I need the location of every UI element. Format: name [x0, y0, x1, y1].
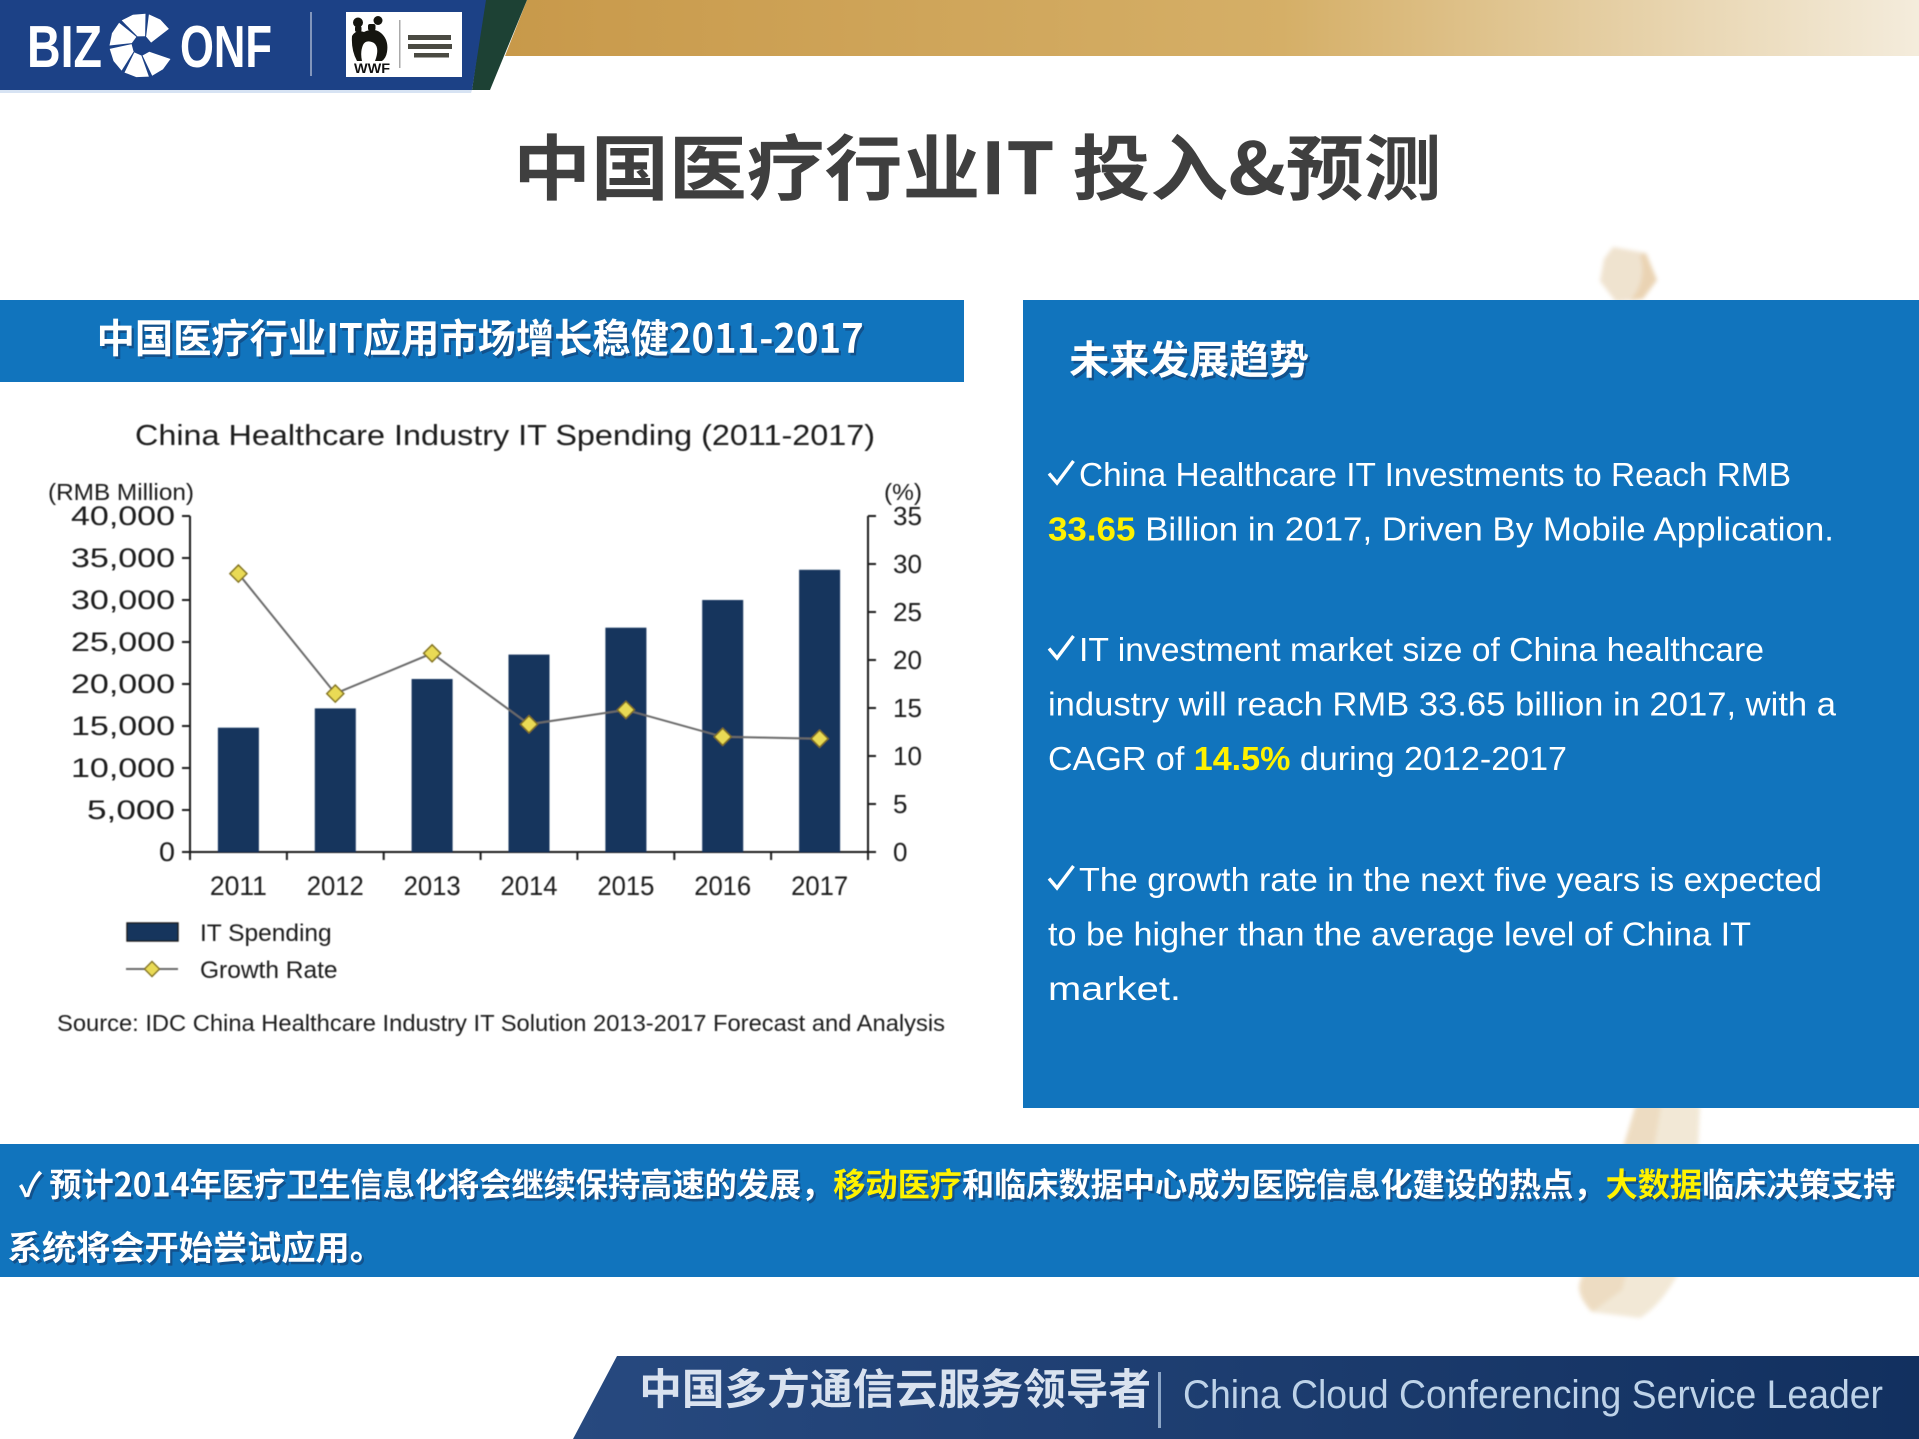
svg-text:35,000: 35,000 — [71, 543, 175, 573]
svg-text:15: 15 — [893, 693, 922, 723]
svg-text:BIZ: BIZ — [27, 14, 102, 80]
svg-text:5: 5 — [893, 789, 907, 819]
svg-text:CAGR of 14.5% during 2012-2017: CAGR of 14.5% during 2012-2017 — [1048, 741, 1567, 778]
svg-text:15,000: 15,000 — [71, 711, 175, 741]
svg-text:2012: 2012 — [307, 871, 364, 901]
svg-text:2016: 2016 — [694, 871, 751, 901]
svg-text:industry will reach RMB 33.65: industry will reach RMB 33.65 billion in… — [1048, 687, 1836, 724]
svg-text:40,000: 40,000 — [71, 501, 175, 531]
svg-text:market.: market. — [1048, 971, 1181, 1008]
svg-text:(RMB Million): (RMB Million) — [48, 479, 194, 505]
svg-text:33.65 Billion in 2017, Driven: 33.65 Billion in 2017, Driven By Mobile … — [1048, 512, 1834, 549]
svg-text:ONF: ONF — [180, 14, 272, 80]
svg-text:10: 10 — [893, 741, 922, 771]
svg-text:0: 0 — [893, 837, 907, 867]
svg-text:IT investment market size of C: IT investment market size of China healt… — [1079, 632, 1764, 669]
svg-text:10,000: 10,000 — [71, 753, 175, 783]
svg-text:30,000: 30,000 — [71, 585, 175, 615]
svg-text:20: 20 — [893, 645, 922, 675]
svg-text:(%): (%) — [884, 479, 922, 505]
svg-text:35: 35 — [893, 501, 922, 531]
svg-text:Source: IDC China Healthcare I: Source: IDC China Healthcare Industry IT… — [57, 1010, 945, 1036]
svg-text:WWF: WWF — [354, 61, 390, 76]
svg-text:IT Spending: IT Spending — [200, 920, 332, 947]
svg-text:The growth rate in the next fi: The growth rate in the next five years i… — [1079, 862, 1822, 899]
svg-text:25: 25 — [893, 597, 922, 627]
svg-text:2011: 2011 — [210, 871, 267, 901]
svg-text:Growth Rate: Growth Rate — [200, 957, 338, 984]
svg-text:2017: 2017 — [791, 871, 848, 901]
svg-text:2014: 2014 — [501, 871, 558, 901]
svg-text:25,000: 25,000 — [71, 627, 175, 657]
svg-text:China Healthcare Industry IT S: China Healthcare Industry IT Spending (2… — [135, 420, 875, 452]
svg-text:2013: 2013 — [404, 871, 461, 901]
svg-text:to be higher than the average: to be higher than the average level of C… — [1048, 917, 1751, 954]
svg-text:China Healthcare IT Investment: China Healthcare IT Investments to Reach… — [1079, 457, 1791, 494]
svg-text:20,000: 20,000 — [71, 669, 175, 699]
svg-text:2015: 2015 — [597, 871, 654, 901]
svg-text:0: 0 — [159, 837, 175, 867]
svg-text:30: 30 — [893, 549, 922, 579]
svg-text:China Cloud Conferencing Servi: China Cloud Conferencing Service Leader — [1183, 1373, 1883, 1417]
svg-text:5,000: 5,000 — [87, 795, 175, 825]
